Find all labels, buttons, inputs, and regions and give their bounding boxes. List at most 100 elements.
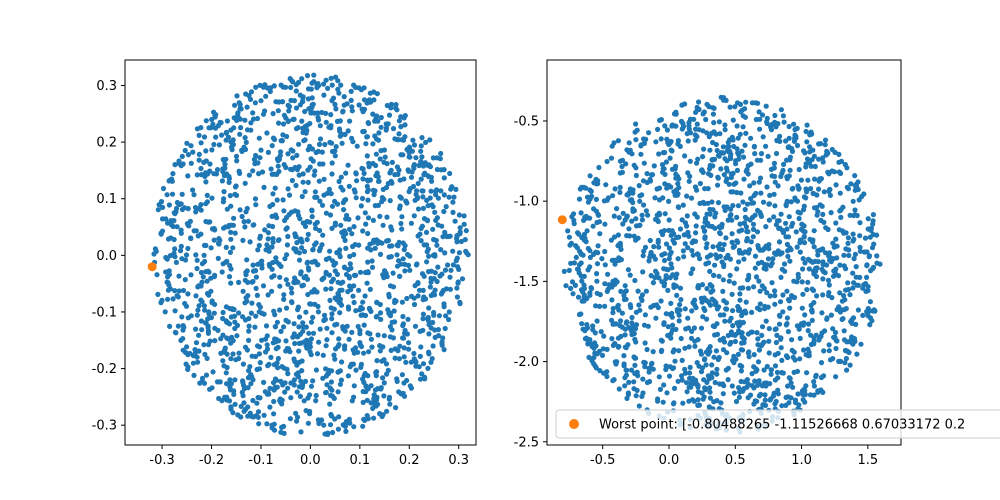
data-point [832,243,838,249]
data-point [809,157,815,163]
data-point [714,147,720,154]
data-point [392,319,398,325]
data-point [220,199,226,205]
data-point [379,199,385,205]
data-point [701,377,707,383]
data-point [680,248,687,254]
data-point [411,301,418,308]
data-point [774,138,780,144]
data-point [323,256,329,262]
data-point [396,258,402,264]
right-scatter-plot: -0.5 0.0 0.5 1.0 1.5-2.5-2.0-1.5-1.0-0.5 [514,59,902,468]
data-point [337,310,343,316]
data-point [338,377,344,383]
data-point [724,306,730,312]
data-point [603,182,609,188]
data-point [775,387,781,393]
data-point [211,310,217,316]
data-point [731,143,737,150]
data-point [353,308,359,314]
data-point [387,401,393,407]
data-point [660,399,666,405]
data-point [282,256,288,262]
data-point [699,390,705,396]
data-point [347,261,353,267]
data-point [710,105,716,111]
data-point [419,223,425,229]
data-point [293,278,299,284]
data-point [307,120,313,127]
data-point [196,205,202,211]
data-point [322,316,328,322]
data-point [275,108,281,114]
data-point [456,212,462,218]
data-point [209,147,215,153]
data-point [250,278,256,285]
data-point [335,426,341,432]
data-point [853,264,859,270]
data-point [228,280,234,286]
data-point [358,87,364,93]
data-point [668,232,674,238]
data-point [617,318,624,324]
data-point [277,283,283,289]
data-point [333,260,339,266]
data-point [381,333,387,339]
data-point [843,355,850,362]
data-point [437,156,443,162]
data-point [345,373,351,379]
data-point [285,385,291,391]
data-point [684,193,690,199]
x-tick-label: 1.0 [791,453,812,468]
data-point [578,210,584,216]
data-point [653,216,659,222]
data-point [436,313,442,319]
data-point [745,229,751,235]
data-point [584,325,591,331]
data-point [442,325,448,332]
data-point [711,120,717,126]
data-point [593,303,599,309]
data-point [284,225,290,231]
data-point [767,293,773,299]
data-point [385,307,391,313]
data-point [331,352,337,358]
data-point [446,309,452,315]
data-point [700,314,706,320]
data-point [631,354,637,360]
data-point [626,379,632,385]
data-point [686,178,692,184]
data-point [367,241,373,247]
data-point [429,178,435,184]
data-point [726,278,732,284]
data-point [648,304,654,310]
data-point [773,339,780,346]
data-point [231,391,237,397]
data-point [725,144,731,150]
data-point [867,322,873,328]
data-point [802,260,808,266]
data-point [649,361,655,367]
data-point [701,228,708,234]
data-point [372,245,378,251]
data-point [731,243,738,249]
data-point [713,131,719,137]
data-point [364,397,370,403]
data-point [188,272,194,278]
data-point [845,280,851,286]
data-point [312,189,318,195]
data-point [340,200,346,206]
data-point [643,208,650,214]
data-point [166,268,172,274]
data-point [334,321,340,327]
data-point [780,309,786,315]
data-point [641,136,647,142]
data-point [349,108,355,114]
data-point [746,349,752,355]
x-tick-label: 0.0 [300,453,321,468]
data-point [296,172,302,178]
data-point [848,181,854,187]
data-point [833,374,839,380]
data-point [825,169,831,175]
data-point [376,130,382,136]
